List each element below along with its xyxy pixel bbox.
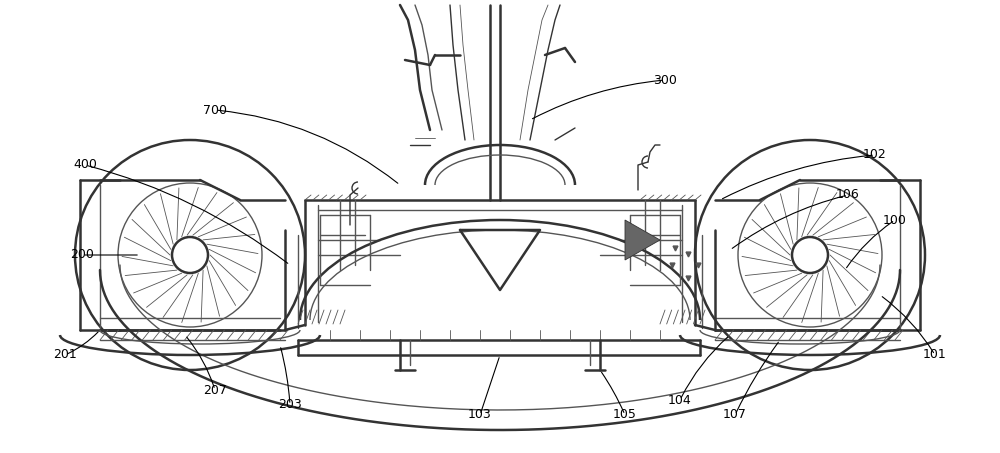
Text: 106: 106: [836, 188, 860, 202]
Text: 104: 104: [668, 394, 692, 406]
Circle shape: [172, 237, 208, 273]
Text: 207: 207: [203, 384, 227, 396]
Text: 100: 100: [883, 213, 907, 226]
Text: 203: 203: [278, 399, 302, 411]
Text: 105: 105: [613, 409, 637, 421]
Polygon shape: [625, 220, 660, 260]
Circle shape: [792, 237, 828, 273]
Text: 400: 400: [73, 159, 97, 172]
Text: 102: 102: [863, 149, 887, 162]
Text: 101: 101: [923, 348, 947, 361]
Text: 107: 107: [723, 409, 747, 421]
Text: 200: 200: [70, 249, 94, 261]
Text: 700: 700: [203, 103, 227, 116]
Text: 300: 300: [653, 73, 677, 87]
Text: 201: 201: [53, 348, 77, 361]
Text: 103: 103: [468, 409, 492, 421]
